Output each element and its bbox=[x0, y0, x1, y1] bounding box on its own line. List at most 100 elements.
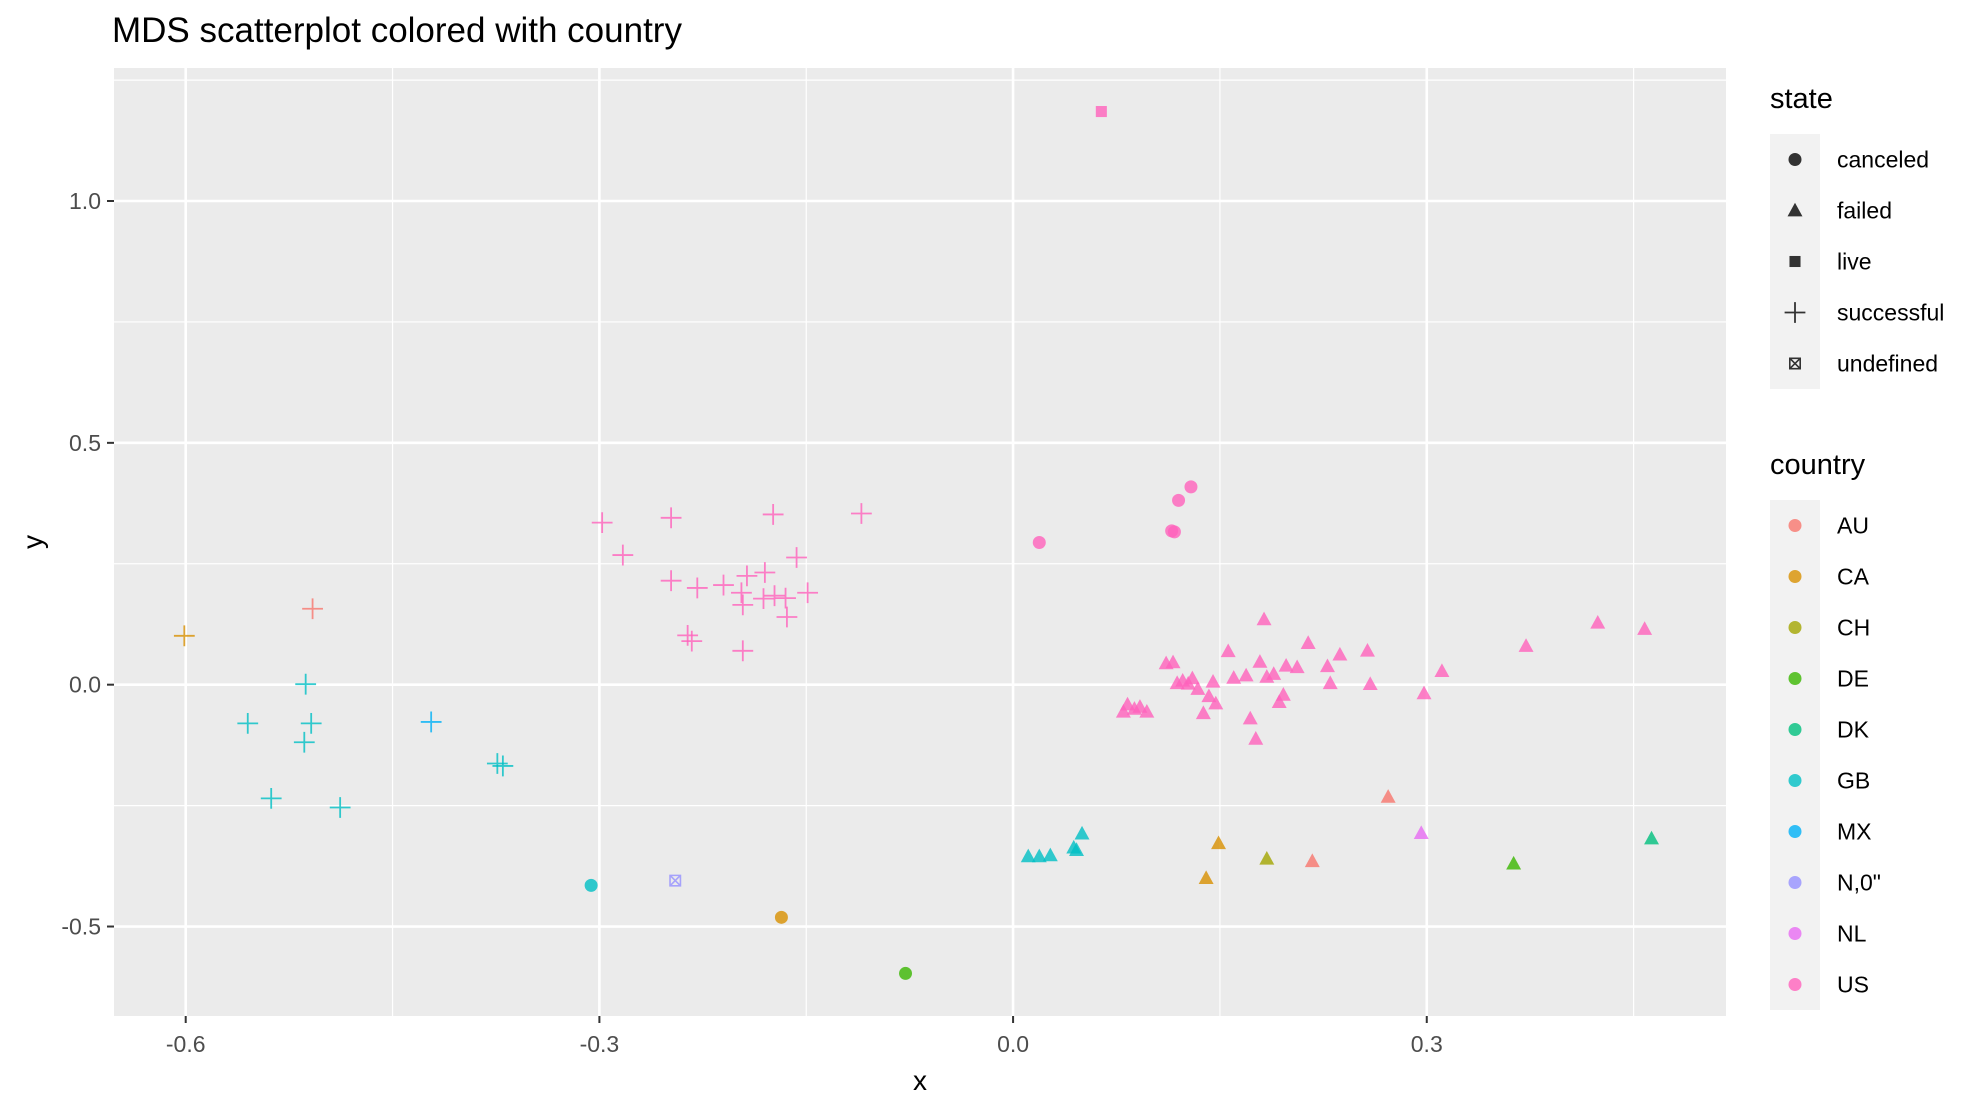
data-point-successful bbox=[850, 503, 872, 524]
data-point-failed bbox=[1256, 611, 1272, 626]
data-point-failed bbox=[1190, 681, 1206, 695]
data-point-failed bbox=[1359, 643, 1375, 657]
data-point-failed bbox=[1278, 658, 1294, 672]
data-point-successful bbox=[300, 712, 322, 734]
data-point-failed bbox=[1211, 835, 1227, 850]
data-point-successful bbox=[762, 504, 784, 525]
data-point-failed bbox=[1198, 870, 1214, 885]
x-axis-label: x bbox=[913, 1065, 927, 1096]
data-point-failed bbox=[1644, 830, 1660, 845]
data-point-successful bbox=[237, 712, 259, 734]
x-tick-label: 0.3 bbox=[1411, 1031, 1443, 1057]
y-tick-label: -0.5 bbox=[61, 914, 101, 940]
data-point-canceled bbox=[899, 966, 913, 980]
data-point-successful bbox=[492, 755, 514, 777]
data-point-canceled bbox=[1032, 535, 1046, 549]
data-point-failed bbox=[1506, 855, 1522, 870]
legend-key-CA bbox=[1788, 570, 1802, 583]
grid-minor bbox=[114, 68, 1726, 1016]
data-point-failed bbox=[1300, 635, 1316, 649]
data-point-successful bbox=[295, 673, 317, 695]
data-point-failed bbox=[1220, 643, 1236, 658]
data-point-successful bbox=[677, 624, 699, 646]
data-point-successful bbox=[797, 582, 819, 604]
data-point-failed bbox=[1238, 667, 1254, 682]
legend-label-DK: DK bbox=[1837, 717, 1870, 743]
data-point-failed bbox=[1195, 705, 1211, 720]
x-axis: -0.6 -0.3 0.0 0.3 bbox=[166, 1016, 1443, 1057]
data-point-failed bbox=[1074, 825, 1090, 840]
data-point-canceled bbox=[1184, 480, 1198, 494]
legend-label-MX: MX bbox=[1837, 819, 1872, 845]
data-point-failed bbox=[1042, 847, 1058, 862]
legend-label-undefined: undefined bbox=[1837, 351, 1938, 377]
data-point-successful bbox=[764, 585, 785, 607]
legend-label-successful: successful bbox=[1837, 300, 1944, 326]
legend-key-DK bbox=[1788, 723, 1802, 736]
legend-key-MX bbox=[1788, 825, 1802, 838]
data-point-successful bbox=[660, 507, 682, 529]
data-point-failed bbox=[1208, 695, 1224, 710]
legend-key-NL bbox=[1788, 927, 1802, 940]
data-point-failed bbox=[1252, 654, 1268, 668]
data-point-successful bbox=[302, 598, 323, 620]
y-axis-label: y bbox=[17, 535, 48, 549]
data-point-successful bbox=[731, 582, 752, 604]
data-point-failed bbox=[1275, 687, 1291, 701]
data-point-successful bbox=[732, 594, 754, 616]
y-tick-label: 0.5 bbox=[69, 430, 101, 456]
data-point-failed bbox=[1165, 654, 1181, 669]
legend-title-country: country bbox=[1770, 449, 1866, 481]
data-point-successful bbox=[786, 547, 807, 568]
legend-label-N,0": N,0" bbox=[1837, 870, 1881, 896]
data-point-canceled bbox=[584, 878, 598, 892]
data-point-successful bbox=[713, 574, 734, 596]
data-point-successful bbox=[775, 587, 796, 609]
legend-label-GB: GB bbox=[1837, 768, 1870, 794]
data-point-failed bbox=[1332, 646, 1348, 661]
data-point-failed bbox=[1184, 670, 1200, 685]
data-point-successful bbox=[776, 606, 798, 628]
legend-label-CH: CH bbox=[1837, 615, 1870, 641]
chart-title: MDS scatterplot colored with country bbox=[112, 11, 682, 50]
data-point-failed bbox=[1201, 688, 1217, 703]
legend-key-AU bbox=[1788, 519, 1802, 532]
legend-label-live: live bbox=[1837, 249, 1872, 275]
plot-panel bbox=[114, 68, 1726, 1016]
data-point-canceled bbox=[1167, 525, 1181, 539]
data-point-failed bbox=[1031, 848, 1047, 863]
x-tick-label: 0.0 bbox=[997, 1031, 1029, 1057]
legend-label-DE: DE bbox=[1837, 666, 1869, 692]
data-point-failed bbox=[1271, 694, 1287, 708]
data-point-failed bbox=[1139, 703, 1155, 718]
x-tick-label: -0.3 bbox=[580, 1031, 620, 1057]
data-point-live bbox=[1095, 106, 1107, 118]
legend-area: state canceled failed live successful undefin… bbox=[1770, 83, 1944, 1010]
data-point-successful bbox=[681, 630, 703, 652]
legend-label-CA: CA bbox=[1837, 564, 1870, 590]
data-point-failed bbox=[1322, 675, 1338, 690]
legend-title-state: state bbox=[1770, 83, 1833, 115]
legend-label-failed: failed bbox=[1837, 198, 1892, 224]
data-point-failed bbox=[1132, 699, 1148, 713]
data-point-successful bbox=[173, 625, 195, 647]
legend-key-GB bbox=[1788, 774, 1802, 787]
data-point-failed bbox=[1590, 614, 1606, 629]
data-point-successful bbox=[260, 787, 282, 809]
data-point-canceled bbox=[1172, 493, 1186, 507]
data-point-failed bbox=[1248, 731, 1264, 745]
data-point-failed bbox=[1637, 621, 1653, 635]
data-point-successful bbox=[420, 711, 442, 733]
data-point-failed bbox=[1304, 853, 1320, 868]
points-layer bbox=[173, 106, 1660, 980]
data-point-successful bbox=[329, 797, 351, 818]
data-point-failed bbox=[1069, 842, 1084, 856]
y-tick-label: 0.0 bbox=[69, 672, 101, 698]
data-point-failed bbox=[1416, 685, 1432, 700]
data-point-failed bbox=[1266, 666, 1282, 680]
legend-key-failed bbox=[1787, 202, 1803, 217]
data-point-failed bbox=[1362, 676, 1378, 691]
legend-key-CH bbox=[1788, 621, 1802, 634]
legend-key-live bbox=[1789, 255, 1801, 268]
